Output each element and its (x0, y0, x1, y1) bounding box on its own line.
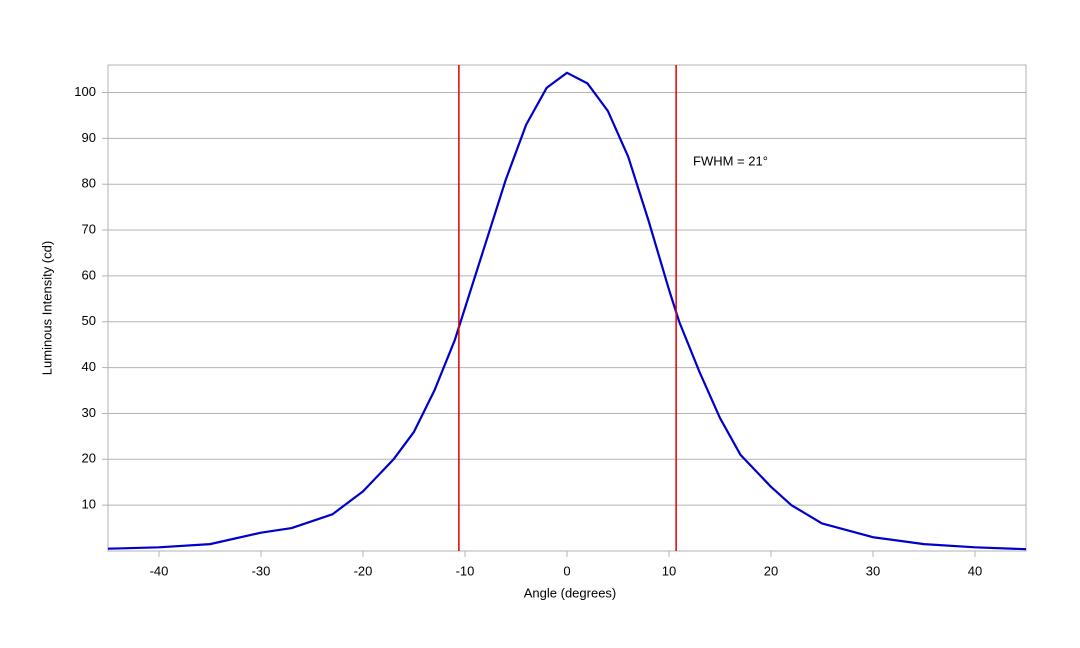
data-line (107, 71, 1027, 551)
x-tick-label: -30 (252, 563, 271, 578)
y-tick-label: 60 (82, 267, 96, 282)
y-tick-label: 40 (82, 359, 96, 374)
y-tick-label: 100 (74, 84, 96, 99)
x-axis-label: Angle (degrees) (524, 585, 617, 600)
x-tick-label: -20 (354, 563, 373, 578)
x-tick-label: 20 (764, 563, 778, 578)
x-tick-label: -40 (150, 563, 169, 578)
x-tick-label: -10 (456, 563, 475, 578)
y-tick-label: 20 (82, 451, 96, 466)
plot-frame (107, 64, 1027, 552)
annotation: FWHM = 21° (693, 153, 768, 168)
y-axis-label: Luminous Intensity (cd) (39, 241, 54, 375)
x-tick-label: 30 (866, 563, 880, 578)
y-tick-label: 10 (82, 497, 96, 512)
y-tick-label: 80 (82, 176, 96, 191)
x-tick-label: 40 (968, 563, 982, 578)
y-tick-label: 70 (82, 221, 96, 236)
y-tick-label: 50 (82, 313, 96, 328)
x-tick-label: 0 (563, 563, 570, 578)
y-tick-label: 90 (82, 130, 96, 145)
y-tick-label: 30 (82, 405, 96, 420)
x-tick-label: 10 (662, 563, 676, 578)
